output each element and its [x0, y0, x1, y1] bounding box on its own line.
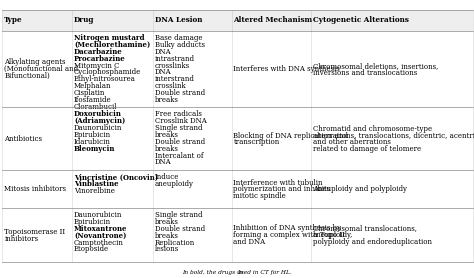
Text: Antibiotics: Antibiotics	[4, 135, 42, 143]
Text: breaks: breaks	[155, 131, 179, 139]
Text: Bleomycin: Bleomycin	[74, 145, 115, 153]
Text: Ethyl-nitrosourea: Ethyl-nitrosourea	[74, 75, 136, 83]
Text: Double strand: Double strand	[155, 138, 205, 146]
Text: breaks: breaks	[155, 96, 179, 104]
Text: Interference with tubulin: Interference with tubulin	[234, 178, 323, 187]
Text: breaks: breaks	[155, 145, 179, 153]
Text: In bold, the drugs used in CT for HL.: In bold, the drugs used in CT for HL.	[182, 270, 292, 275]
Text: DNA: DNA	[155, 68, 172, 76]
Text: Alkylating agents: Alkylating agents	[4, 58, 66, 66]
Text: Daunorubicin: Daunorubicin	[74, 211, 122, 219]
Text: transcription: transcription	[234, 138, 280, 147]
Text: aberrations, translocations, dicentric, acentric,: aberrations, translocations, dicentric, …	[312, 131, 474, 140]
Text: Dacarbazine: Dacarbazine	[74, 48, 123, 56]
Text: DNA Lesion: DNA Lesion	[155, 16, 202, 24]
Text: Drug: Drug	[74, 16, 94, 24]
Text: Cisplatin: Cisplatin	[74, 89, 105, 97]
Text: DNA: DNA	[155, 158, 172, 167]
Text: Ifosfamide: Ifosfamide	[74, 96, 111, 104]
Text: (Adriamycin): (Adriamycin)	[74, 117, 125, 125]
Text: DNA: DNA	[155, 48, 172, 56]
Text: Vinorelbine: Vinorelbine	[74, 187, 115, 195]
Text: Clorambucil: Clorambucil	[74, 103, 117, 111]
Text: related to damage of telomere: related to damage of telomere	[312, 145, 421, 153]
Text: intrastrand: intrastrand	[155, 54, 195, 63]
Text: (Novantrone): (Novantrone)	[74, 232, 126, 240]
Text: Etoposide: Etoposide	[74, 245, 109, 254]
Text: Single strand: Single strand	[155, 124, 202, 132]
Text: polyploidy and endoreduplication: polyploidy and endoreduplication	[312, 238, 431, 246]
Text: Epirubicin: Epirubicin	[74, 218, 111, 226]
Text: Mitosis inhibitors: Mitosis inhibitors	[4, 185, 66, 193]
Text: aneuploidy,: aneuploidy,	[312, 231, 353, 239]
Text: Mitoxantrone: Mitoxantrone	[74, 225, 128, 233]
Text: Vincristine (Oncovin): Vincristine (Oncovin)	[74, 173, 158, 182]
Text: Procarbazine: Procarbazine	[74, 54, 126, 63]
Text: forming a complex with Topo II: forming a complex with Topo II	[234, 231, 345, 239]
Text: Type: Type	[4, 16, 23, 24]
Text: Interferes with DNA synthesis: Interferes with DNA synthesis	[234, 65, 340, 73]
Text: Vinblastine: Vinblastine	[74, 180, 118, 188]
Text: Chromatid and chromosome-type: Chromatid and chromosome-type	[312, 125, 432, 133]
Text: Idarubicin: Idarubicin	[74, 138, 111, 146]
Text: Topoisomerase II: Topoisomerase II	[4, 228, 65, 236]
Text: Double strand: Double strand	[155, 89, 205, 97]
Text: Chromosomal translocations,: Chromosomal translocations,	[312, 224, 417, 232]
Text: Inhibition of DNA synthesis by: Inhibition of DNA synthesis by	[234, 224, 342, 232]
Text: Mitomycin C: Mitomycin C	[74, 61, 119, 70]
Text: Cyclophosphamide: Cyclophosphamide	[74, 68, 141, 76]
Text: breaks: breaks	[155, 232, 179, 240]
Text: Bulky adducts: Bulky adducts	[155, 41, 205, 49]
Text: Camptothecin: Camptothecin	[74, 239, 124, 247]
Text: Bifunctional): Bifunctional)	[4, 72, 50, 80]
Text: Melphalan: Melphalan	[74, 82, 111, 90]
Text: Chromosomal deletions, insertions,: Chromosomal deletions, insertions,	[312, 62, 438, 70]
Text: polymerization and inhibits: polymerization and inhibits	[234, 185, 331, 193]
Text: crosslink: crosslink	[155, 82, 186, 90]
Text: Daunorubicin: Daunorubicin	[74, 124, 122, 132]
Text: In: In	[237, 270, 245, 275]
Text: mitotic spindle: mitotic spindle	[234, 192, 286, 200]
Text: Double strand: Double strand	[155, 225, 205, 233]
Text: Cytogenetic Alterations: Cytogenetic Alterations	[312, 16, 409, 24]
Text: (Monofunctional and: (Monofunctional and	[4, 65, 78, 73]
Text: lesions: lesions	[155, 245, 179, 254]
Text: Intercalant of: Intercalant of	[155, 152, 203, 160]
Text: crosslinks: crosslinks	[155, 61, 190, 70]
Text: and other aberrations: and other aberrations	[312, 138, 391, 147]
Text: inhibitors: inhibitors	[4, 235, 38, 243]
Text: Induce: Induce	[155, 173, 179, 182]
Text: interstrand: interstrand	[155, 75, 195, 83]
Text: breaks: breaks	[155, 218, 179, 226]
Text: Doxorubicin: Doxorubicin	[74, 110, 122, 118]
Text: (Mechlorethamine): (Mechlorethamine)	[74, 41, 150, 49]
Text: inversions and translocations: inversions and translocations	[312, 69, 417, 77]
Bar	[2, 10, 473, 31]
Text: Single strand: Single strand	[155, 211, 202, 219]
Text: Epirubicin: Epirubicin	[74, 131, 111, 139]
Text: and DNA: and DNA	[234, 238, 265, 246]
Text: Aneuploidy and polyploidy: Aneuploidy and polyploidy	[312, 185, 407, 193]
Text: Altered Mechanism: Altered Mechanism	[234, 16, 313, 24]
Text: Nitrogen mustard: Nitrogen mustard	[74, 34, 145, 42]
Text: Blocking of DNA replication and: Blocking of DNA replication and	[234, 131, 348, 140]
Text: Replication: Replication	[155, 239, 195, 247]
Text: aneuploidy: aneuploidy	[155, 180, 194, 188]
Text: Crosslink DNA: Crosslink DNA	[155, 117, 207, 125]
Text: Base damage: Base damage	[155, 34, 202, 42]
Text: Free radicals: Free radicals	[155, 110, 202, 118]
